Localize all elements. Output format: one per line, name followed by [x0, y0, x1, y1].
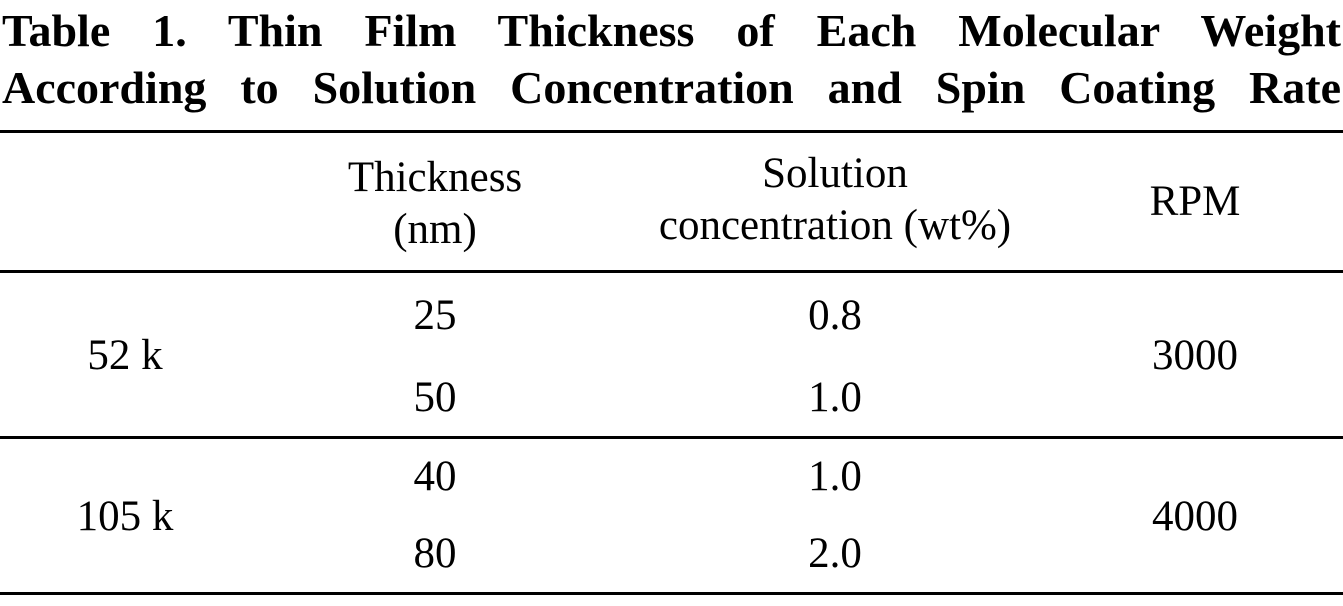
caption-line-2: According to Solution Concentration and … — [2, 62, 1341, 113]
table-cell-concentration: 2.0 — [808, 530, 862, 577]
table-cell-concentration: 1.0 — [808, 374, 862, 421]
table-header-rule — [0, 270, 1343, 273]
header-concentration: Solution concentration (wt%) — [580, 148, 1090, 252]
header-thickness-line-2: (nm) — [393, 206, 477, 253]
table-cell-thickness: 25 — [413, 292, 457, 339]
caption-line-1: Table 1. Thin Film Thickness of Each Mol… — [2, 5, 1341, 56]
table-cell-concentration: 1.0 — [808, 453, 862, 500]
table-cell-concentration: 0.8 — [808, 292, 862, 339]
table-caption: Table 1. Thin Film Thickness of Each Mol… — [2, 2, 1341, 116]
group-105k-molecular-weight: 105 k — [76, 493, 174, 540]
header-thickness-line-1: Thickness — [347, 154, 523, 201]
header-concentration-line-1: Solution — [762, 150, 908, 197]
group-105k-rpm: 4000 — [1152, 493, 1238, 540]
header-concentration-line-2: concentration (wt%) — [658, 202, 1012, 249]
table-group-rule — [0, 436, 1343, 439]
group-52k-rpm: 3000 — [1152, 332, 1238, 379]
table-cell-thickness: 40 — [413, 453, 457, 500]
table-cell-thickness: 80 — [413, 530, 457, 577]
table-cell-thickness: 50 — [413, 374, 457, 421]
header-thickness: Thickness (nm) — [300, 152, 570, 256]
table-bottom-rule — [0, 592, 1343, 595]
table-top-rule — [0, 130, 1343, 133]
group-52k-molecular-weight: 52 k — [87, 332, 163, 379]
header-rpm: RPM — [1149, 178, 1241, 225]
